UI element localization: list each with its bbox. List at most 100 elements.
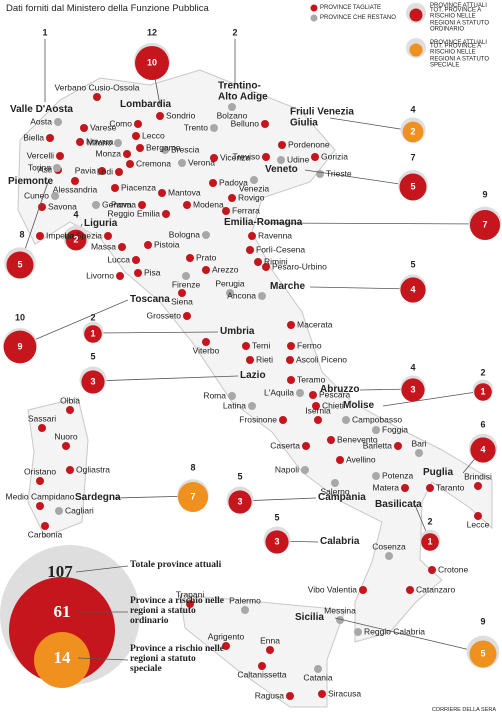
province-label: Biella (23, 132, 44, 143)
current-value: 5 (410, 259, 416, 270)
province-dot (38, 424, 46, 432)
province-label: Imperia (46, 230, 75, 241)
province-label: Ancona (227, 290, 256, 301)
leader-line (19, 299, 129, 347)
sardinia-outline (27, 397, 89, 538)
province-label: Parma (110, 199, 136, 210)
province-dot (248, 232, 256, 240)
summary-label: Totale province attuali (130, 560, 222, 571)
province-label: Bologna (168, 229, 200, 240)
province-label: Udine (287, 154, 310, 165)
at-risk-value: 5 (17, 259, 23, 270)
legend-label: PROVINCE TAGLIATE (320, 4, 382, 11)
province-label: Isernia (305, 405, 331, 416)
province-label: Latina (222, 400, 246, 411)
province-dot (406, 586, 414, 594)
current-value: 2 (232, 27, 238, 38)
at-risk-bubble (177, 481, 209, 513)
at-risk-value: 4 (480, 444, 486, 455)
province-dot (262, 153, 270, 161)
province-dot (428, 566, 436, 574)
at-risk-bubble (65, 229, 87, 251)
province-label: Brindisi (464, 471, 492, 482)
province-label: Ascoli Piceno (296, 354, 348, 365)
province-label: Treviso (232, 151, 260, 162)
province-dot (287, 342, 295, 350)
province-label: Piacenza (121, 182, 156, 193)
at-risk-bubble (6, 251, 34, 279)
province-dot (66, 406, 74, 414)
province-dot (287, 376, 295, 384)
province-label: Nuoro (54, 431, 78, 442)
province-label: Monza (95, 148, 121, 159)
current-value: 10 (14, 312, 26, 323)
current-value: 2 (90, 312, 96, 323)
province-label: Asti (37, 164, 52, 175)
leader-line (304, 169, 414, 187)
province-label: Cremona (136, 158, 171, 169)
province-dot (115, 168, 123, 176)
province-dot (394, 442, 402, 450)
province-label: Venezia (238, 183, 270, 194)
province-label: Pistoia (154, 239, 180, 250)
at-risk-value: 1 (427, 536, 433, 547)
province-dot (474, 482, 482, 490)
province-label: Trieste (326, 168, 352, 179)
province-dot (182, 272, 190, 280)
province-dot (80, 124, 88, 132)
province-label: Cuneo (23, 190, 49, 201)
province-label: Livorno (86, 270, 114, 281)
province-label: Savona (48, 201, 77, 212)
at-risk-bubble (134, 45, 170, 81)
province-dot (156, 112, 164, 120)
province-dot (372, 472, 380, 480)
province-label: L'Aquila (264, 387, 294, 398)
province-dot (144, 241, 152, 249)
province-label: Lodi (96, 166, 113, 177)
province-label: Novara (86, 136, 114, 147)
province-label: Arezzo (212, 264, 239, 275)
province-label: Siena (171, 296, 193, 307)
province-dot (202, 338, 210, 346)
summary-label: Province a rischio nelle regioni a statu… (130, 596, 225, 626)
leader-line (92, 331, 219, 334)
province-label: Milano (86, 137, 112, 148)
province-label: Fermo (297, 340, 322, 351)
province-dot (114, 139, 122, 147)
current-value: 7 (410, 152, 416, 163)
current-value: 4 (73, 209, 79, 220)
at-risk-value: 5 (480, 648, 486, 659)
province-label: Crotone (438, 564, 469, 575)
province-dot (136, 144, 144, 152)
province-dot (111, 184, 119, 192)
province-label: Vercelli (26, 150, 54, 161)
province-label: Rieti (256, 354, 274, 365)
province-dot (53, 164, 61, 172)
province-label: Bergamo (146, 142, 181, 153)
current-value: 2 (480, 367, 486, 378)
province-dot (266, 646, 274, 654)
at-risk-bubble (474, 383, 492, 401)
province-label: Teramo (297, 374, 326, 385)
province-label: Padova (219, 177, 248, 188)
province-label: Frosinone (239, 414, 277, 425)
province-label: Lucca (107, 254, 130, 265)
province-dot (401, 484, 409, 492)
province-label: Belluno (230, 118, 259, 129)
province-label: Sondrio (166, 110, 196, 121)
leader-line (77, 657, 129, 661)
at-risk-bubble (84, 325, 102, 343)
region-label: Liguria (84, 217, 118, 229)
current-value: 5 (274, 512, 280, 523)
province-dot (210, 124, 218, 132)
province-label: Caltanissetta (237, 669, 287, 680)
title: Dati forniti dal Ministero della Funzion… (6, 3, 209, 14)
province-label: Medio Campidano (5, 491, 75, 502)
province-dot (162, 210, 170, 218)
province-dot (178, 289, 186, 297)
province-label: Grosseto (146, 310, 182, 321)
at-risk-value: 3 (410, 384, 416, 395)
province-label: Aosta (30, 116, 52, 127)
legend-dot-cut (310, 4, 318, 12)
province-dot (118, 243, 126, 251)
